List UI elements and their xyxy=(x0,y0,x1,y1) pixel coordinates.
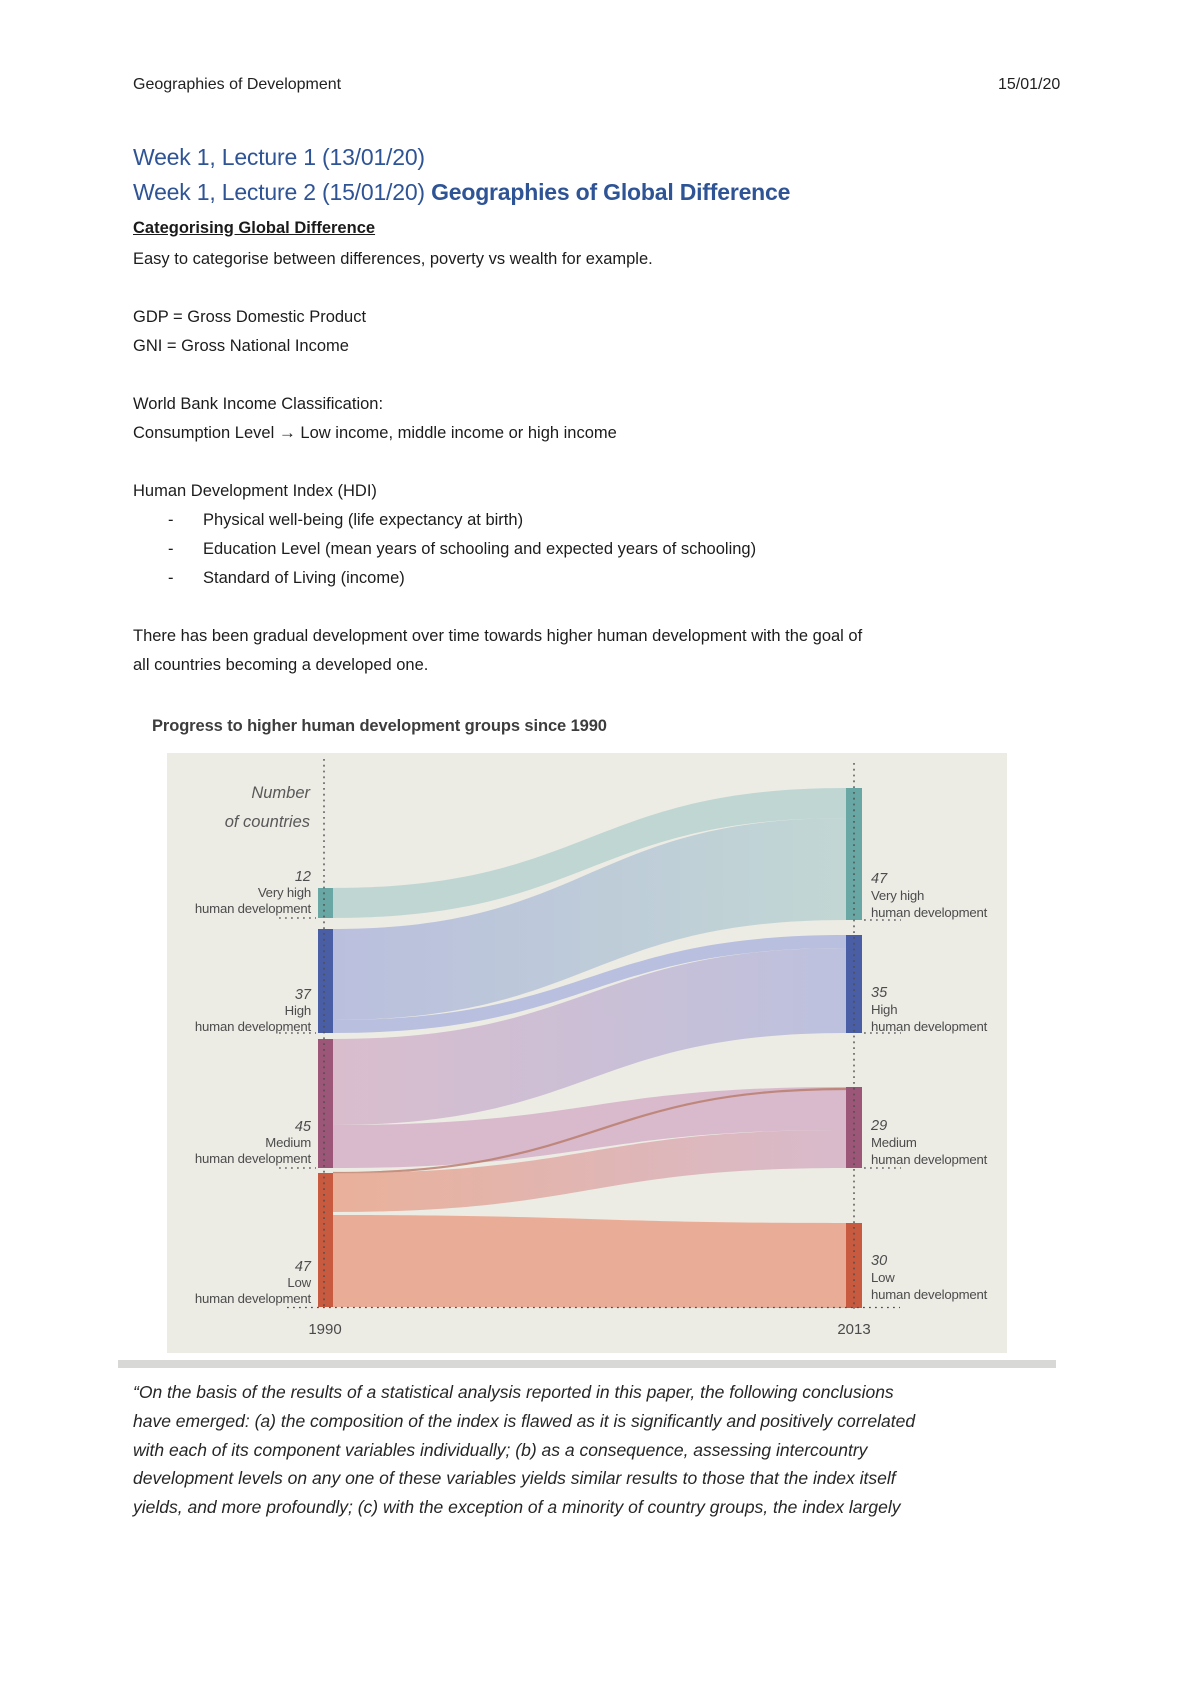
label-2013-medium-name: Medium xyxy=(871,1135,917,1150)
definition-gdp: GDP = Gross Domestic Product xyxy=(133,308,367,326)
label-2013-very-high-name2: human development xyxy=(871,905,988,920)
axis-label-line2: of countries xyxy=(225,813,310,831)
quote-paragraph: “On the basis of the results of a statis… xyxy=(133,1378,915,1522)
label-2013-medium-name2: human development xyxy=(871,1152,988,1167)
header-title: Geographies of Development xyxy=(133,76,342,93)
heading-week1-lecture1: Week 1, Lecture 1 (13/01/20) xyxy=(133,144,425,170)
bullet-marker: - xyxy=(168,511,174,529)
flow-strand-low-to-medium-top xyxy=(332,1087,847,1175)
worldbank-heading: World Bank Income Classification: xyxy=(133,395,384,413)
paragraph-progress-line1: There has been gradual development over … xyxy=(133,627,863,645)
node-2013-very-high xyxy=(846,788,862,920)
bullet-text: Education Level (mean years of schooling… xyxy=(203,540,757,558)
quote-line: have emerged: (a) the composition of the… xyxy=(133,1410,916,1431)
flow-low-to-medium xyxy=(333,1130,846,1212)
label-2013-very-high-name: Very high xyxy=(871,888,924,903)
node-1990-high xyxy=(318,929,333,1033)
quote-line: “On the basis of the results of a statis… xyxy=(133,1382,894,1402)
label-1990-medium-value: 45 xyxy=(295,1119,312,1135)
label-2013-high-value: 35 xyxy=(871,985,888,1001)
definition-gni: GNI = Gross National Income xyxy=(133,337,349,355)
flow-high-to-high xyxy=(333,935,846,1033)
label-1990-high-name: High xyxy=(285,1003,311,1018)
right-arrow-icon: → xyxy=(278,423,296,442)
label-2013-high-name: High xyxy=(871,1002,897,1017)
figure-bottom-strip xyxy=(118,1360,1056,1368)
node-2013-low xyxy=(846,1223,862,1308)
label-1990-high-name2: human development xyxy=(195,1019,312,1034)
heading-week1-lecture2-prefix: Week 1, Lecture 2 (15/01/20) xyxy=(133,179,432,205)
bullet-marker: - xyxy=(168,540,174,558)
chart-title: Progress to higher human development gro… xyxy=(152,717,607,735)
paragraph-intro: Easy to categorise between differences, … xyxy=(133,250,653,268)
node-1990-low xyxy=(318,1173,333,1307)
worldbank-line-suffix: Low income, middle income or high income xyxy=(295,424,617,442)
paragraph-progress-line2: all countries becoming a developed one. xyxy=(133,656,429,674)
bullet-text: Standard of Living (income) xyxy=(203,569,405,587)
node-2013-medium xyxy=(846,1087,862,1168)
quote-line: development levels on any one of these v… xyxy=(133,1468,896,1489)
bullet-marker: - xyxy=(168,569,174,587)
label-1990-low-name: Low xyxy=(287,1275,311,1290)
label-1990-medium-name2: human development xyxy=(195,1151,312,1166)
node-1990-very-high xyxy=(318,888,333,918)
axis-label-line1: Number xyxy=(251,784,311,802)
year-label-1990: 1990 xyxy=(308,1321,341,1338)
heading-week1-lecture2: Week 1, Lecture 2 (15/01/20) Geographies… xyxy=(133,179,790,206)
flow-medium-to-medium xyxy=(333,1087,846,1168)
label-1990-low-name2: human development xyxy=(195,1291,312,1306)
label-2013-high-name2: human development xyxy=(871,1019,988,1034)
label-1990-very-high-value: 12 xyxy=(295,869,311,885)
label-2013-medium-value: 29 xyxy=(870,1118,887,1134)
node-1990-medium xyxy=(318,1039,333,1168)
header-date: 15/01/20 xyxy=(998,76,1061,93)
label-2013-low-name2: human development xyxy=(871,1287,988,1302)
flow-veryhigh-to-veryhigh xyxy=(333,788,846,918)
quote-line: with each of its component variables ind… xyxy=(133,1439,868,1460)
label-1990-low-value: 47 xyxy=(295,1259,312,1275)
flow-medium-to-high xyxy=(333,948,846,1125)
label-2013-low-value: 30 xyxy=(871,1253,887,1269)
hdi-heading: Human Development Index (HDI) xyxy=(133,482,377,500)
worldbank-line: Consumption Level → Low income, middle i… xyxy=(133,423,617,443)
label-2013-low-name: Low xyxy=(871,1270,895,1285)
section-heading: Categorising Global Difference xyxy=(133,219,376,237)
quote-line: yields, and more profoundly; (c) with th… xyxy=(133,1497,901,1518)
sankey-figure: Number of countries 12 Very high human d… xyxy=(167,753,1007,1353)
label-1990-high-value: 37 xyxy=(295,987,312,1003)
label-2013-very-high-value: 47 xyxy=(871,871,888,887)
worldbank-line-prefix: Consumption Level xyxy=(133,424,279,442)
flow-high-to-veryhigh xyxy=(333,818,846,1020)
year-label-2013: 2013 xyxy=(837,1321,870,1338)
label-1990-very-high-name2: human development xyxy=(195,901,312,916)
heading-geographies-title: Geographies of Global Difference xyxy=(431,179,791,205)
bullet-text: Physical well-being (life expectancy at … xyxy=(203,511,524,529)
label-1990-medium-name: Medium xyxy=(265,1135,311,1150)
label-1990-very-high-name: Very high xyxy=(258,885,311,900)
flow-low-to-low xyxy=(333,1215,846,1308)
